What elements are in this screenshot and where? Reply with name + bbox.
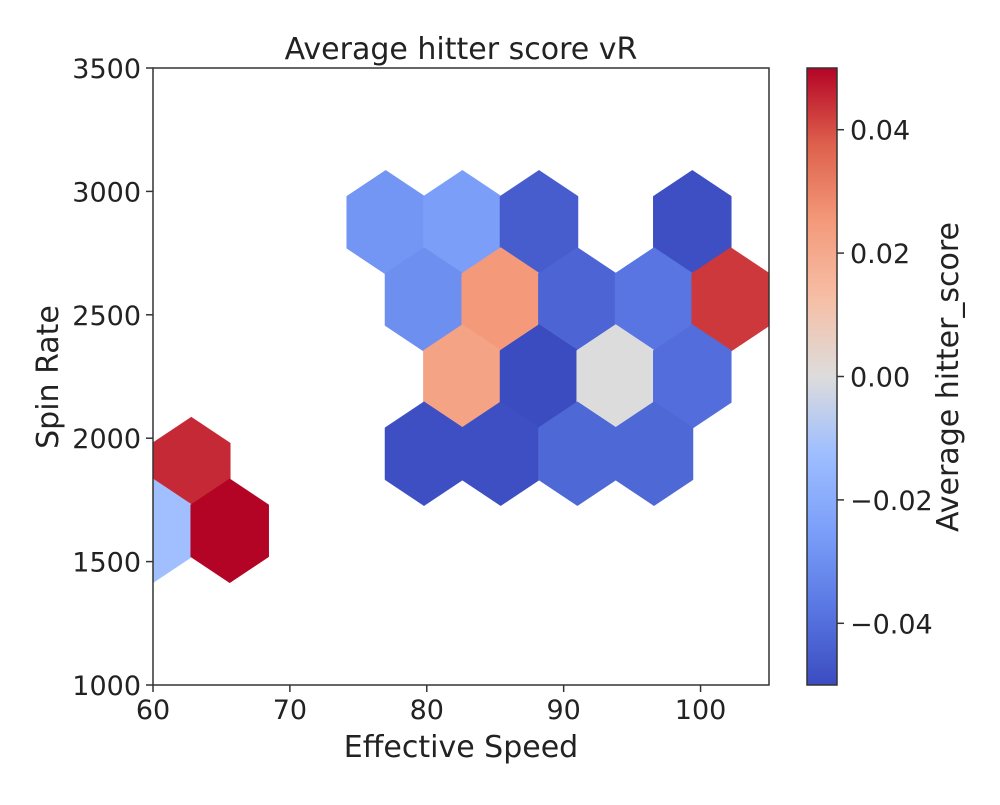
colorbar-tick-label: 0.00 bbox=[850, 363, 910, 394]
chart-title: Average hitter score vR bbox=[285, 32, 638, 67]
x-axis: 60 70 80 90 100 bbox=[136, 685, 727, 726]
hex-cell-20 bbox=[614, 401, 694, 507]
colorbar-tick-label: −0.04 bbox=[850, 609, 933, 640]
x-tick-label: 70 bbox=[273, 695, 307, 726]
x-tick-label: 90 bbox=[546, 695, 580, 726]
colorbar-tick-label: −0.02 bbox=[850, 486, 933, 517]
colorbar-axis: −0.04 −0.02 0.00 0.02 0.04 bbox=[837, 116, 933, 640]
y-tick-label: 3000 bbox=[72, 177, 141, 208]
colorbar bbox=[806, 67, 838, 686]
x-tick-label: 100 bbox=[675, 695, 727, 726]
x-axis-label: Effective Speed bbox=[344, 730, 578, 765]
hexbin-cells bbox=[153, 169, 769, 584]
hex-cell-3 bbox=[190, 478, 269, 584]
y-tick-label: 1500 bbox=[72, 548, 141, 579]
x-tick-label: 80 bbox=[410, 695, 444, 726]
y-tick-label: 2000 bbox=[72, 424, 141, 455]
colorbar-tick-label: 0.04 bbox=[850, 116, 910, 147]
y-tick-label: 3500 bbox=[72, 54, 141, 85]
y-axis-label: Spin Rate bbox=[31, 305, 66, 449]
colorbar-label: Average hitter_score bbox=[931, 222, 966, 532]
x-tick-label: 60 bbox=[136, 695, 170, 726]
plot-frame bbox=[152, 67, 770, 686]
y-axis: 1000 1500 2000 2500 3000 3500 bbox=[72, 54, 153, 702]
y-tick-label: 1000 bbox=[72, 671, 141, 702]
colorbar-tick-label: 0.02 bbox=[850, 239, 910, 270]
y-tick-label: 2500 bbox=[72, 301, 141, 332]
